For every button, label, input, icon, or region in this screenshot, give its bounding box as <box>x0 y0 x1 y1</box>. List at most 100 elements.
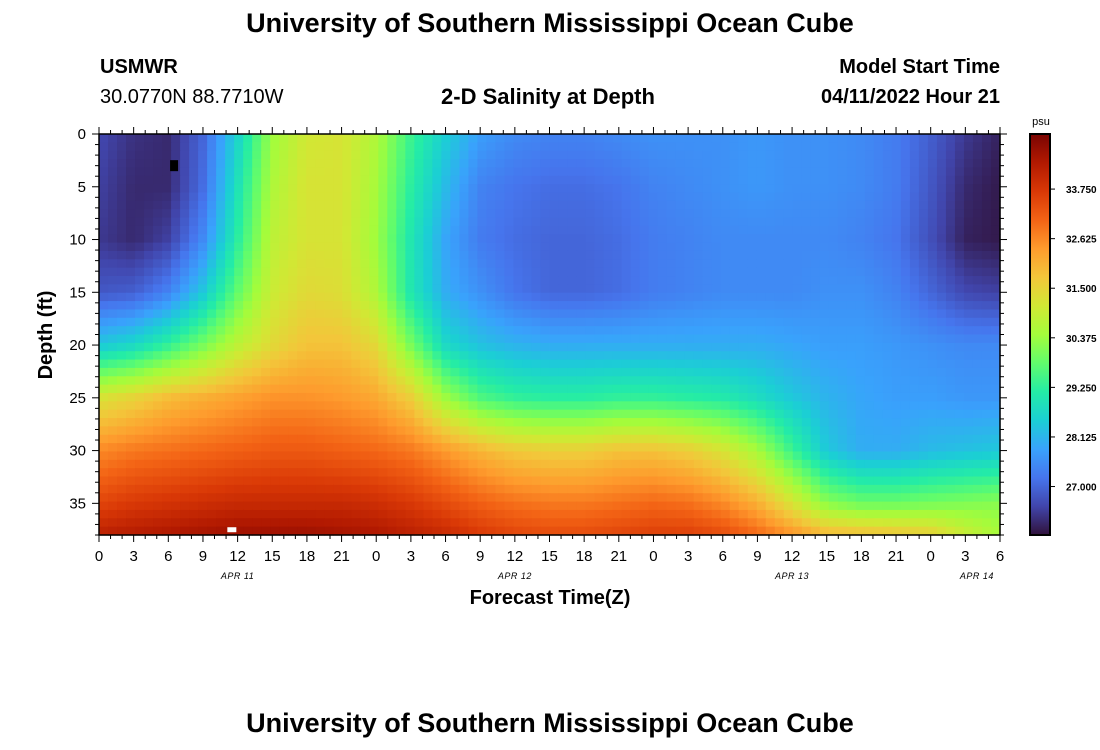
heatmap-cell <box>252 459 262 469</box>
heatmap-cell <box>675 242 686 252</box>
heatmap-cell <box>810 418 821 427</box>
heatmap-cell <box>126 367 136 377</box>
heatmap-cell <box>414 459 424 469</box>
heatmap-cell <box>909 484 920 494</box>
heatmap-cell <box>369 234 379 244</box>
heatmap-cell <box>207 509 217 519</box>
heatmap-cell <box>207 175 217 185</box>
heatmap-cell <box>180 392 190 402</box>
heatmap-cell <box>171 443 181 453</box>
heatmap-cell <box>198 184 208 194</box>
heatmap-cell <box>558 134 569 143</box>
heatmap-cell <box>630 518 641 528</box>
heatmap-cell <box>990 134 1001 143</box>
heatmap-cell <box>792 167 803 177</box>
heatmap-cell <box>225 301 235 311</box>
heatmap-cell <box>882 209 893 219</box>
heatmap-cell <box>369 259 379 269</box>
heatmap-cell <box>432 526 442 536</box>
heatmap-cell <box>450 359 460 369</box>
heatmap-cell <box>567 267 578 277</box>
heatmap-cell <box>900 242 911 252</box>
heatmap-cell <box>459 250 470 260</box>
heatmap-cell <box>576 351 587 361</box>
heatmap-cell <box>270 326 280 336</box>
heatmap-cell <box>477 159 488 169</box>
heatmap-cell <box>954 250 965 260</box>
heatmap-cell <box>297 284 307 294</box>
heatmap-cell <box>594 267 605 277</box>
heatmap-cell <box>720 443 731 453</box>
heatmap-cell <box>846 259 857 269</box>
heatmap-cell <box>432 501 442 511</box>
heatmap-cell <box>108 409 118 419</box>
heatmap-cell <box>801 476 812 486</box>
heatmap-cell <box>594 292 605 302</box>
heatmap-cell <box>243 392 253 402</box>
heatmap-cell <box>324 401 334 411</box>
heatmap-cell <box>936 276 947 285</box>
heatmap-cell <box>837 301 848 311</box>
heatmap-cell <box>468 392 479 402</box>
heatmap-cell <box>198 451 208 461</box>
heatmap-cell <box>387 509 397 519</box>
heatmap-cell <box>108 451 118 461</box>
heatmap-cell <box>171 334 181 344</box>
heatmap-cell <box>135 326 145 336</box>
heatmap-cell <box>666 342 677 352</box>
heatmap-cell <box>486 167 497 177</box>
heatmap-cell <box>774 309 785 319</box>
heatmap-cell <box>936 184 947 194</box>
heatmap-cell <box>981 276 992 285</box>
heatmap-cell <box>108 434 118 444</box>
heatmap-cell <box>738 459 749 469</box>
heatmap-cell <box>486 192 497 202</box>
heatmap-cell <box>405 250 415 260</box>
heatmap-cell <box>774 518 785 528</box>
heatmap-cell <box>378 192 388 202</box>
heatmap-cell <box>981 367 992 377</box>
heatmap-cell <box>162 259 172 269</box>
heatmap-cell <box>180 451 190 461</box>
heatmap-cell <box>891 159 902 169</box>
heatmap-cell <box>441 159 451 169</box>
heatmap-cell <box>423 184 433 194</box>
heatmap-cell <box>135 359 145 369</box>
heatmap-cell <box>729 184 740 194</box>
heatmap-cell <box>693 175 704 185</box>
heatmap-cell <box>432 384 442 394</box>
heatmap-cell <box>279 468 289 478</box>
heatmap-cell <box>423 518 433 528</box>
heatmap-cell <box>450 267 460 277</box>
heatmap-cell <box>909 167 920 177</box>
heatmap-cell <box>738 468 749 478</box>
heatmap-cell <box>954 409 965 419</box>
heatmap-cell <box>342 175 352 185</box>
heatmap-cell <box>261 384 271 394</box>
heatmap-cell <box>810 200 821 210</box>
heatmap-cell <box>873 468 884 478</box>
heatmap-cell <box>225 317 235 327</box>
heatmap-cell <box>675 443 686 453</box>
heatmap-cell <box>297 217 307 227</box>
heatmap-cell <box>144 426 154 436</box>
heatmap-cell <box>576 401 587 411</box>
heatmap-cell <box>378 259 388 269</box>
heatmap-cell <box>234 259 244 269</box>
heatmap-cell <box>423 501 433 511</box>
heatmap-cell <box>468 242 479 252</box>
heatmap-cell <box>270 484 280 494</box>
heatmap-cell <box>990 484 1001 494</box>
heatmap-cell <box>945 376 956 386</box>
heatmap-cell <box>441 259 451 269</box>
heatmap-cell <box>990 184 1001 194</box>
heatmap-cell <box>639 367 650 377</box>
heatmap-cell <box>153 301 163 311</box>
heatmap-cell <box>729 267 740 277</box>
heatmap-cell <box>261 501 271 511</box>
heatmap-cell <box>189 309 199 319</box>
heatmap-cell <box>117 225 127 235</box>
heatmap-cell <box>216 259 226 269</box>
heatmap-cell <box>549 501 560 511</box>
heatmap-cell <box>891 292 902 302</box>
